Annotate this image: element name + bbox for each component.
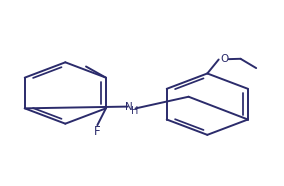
Text: O: O (221, 54, 229, 64)
Text: F: F (94, 125, 101, 138)
Text: N: N (125, 102, 133, 112)
Text: H: H (131, 106, 138, 116)
